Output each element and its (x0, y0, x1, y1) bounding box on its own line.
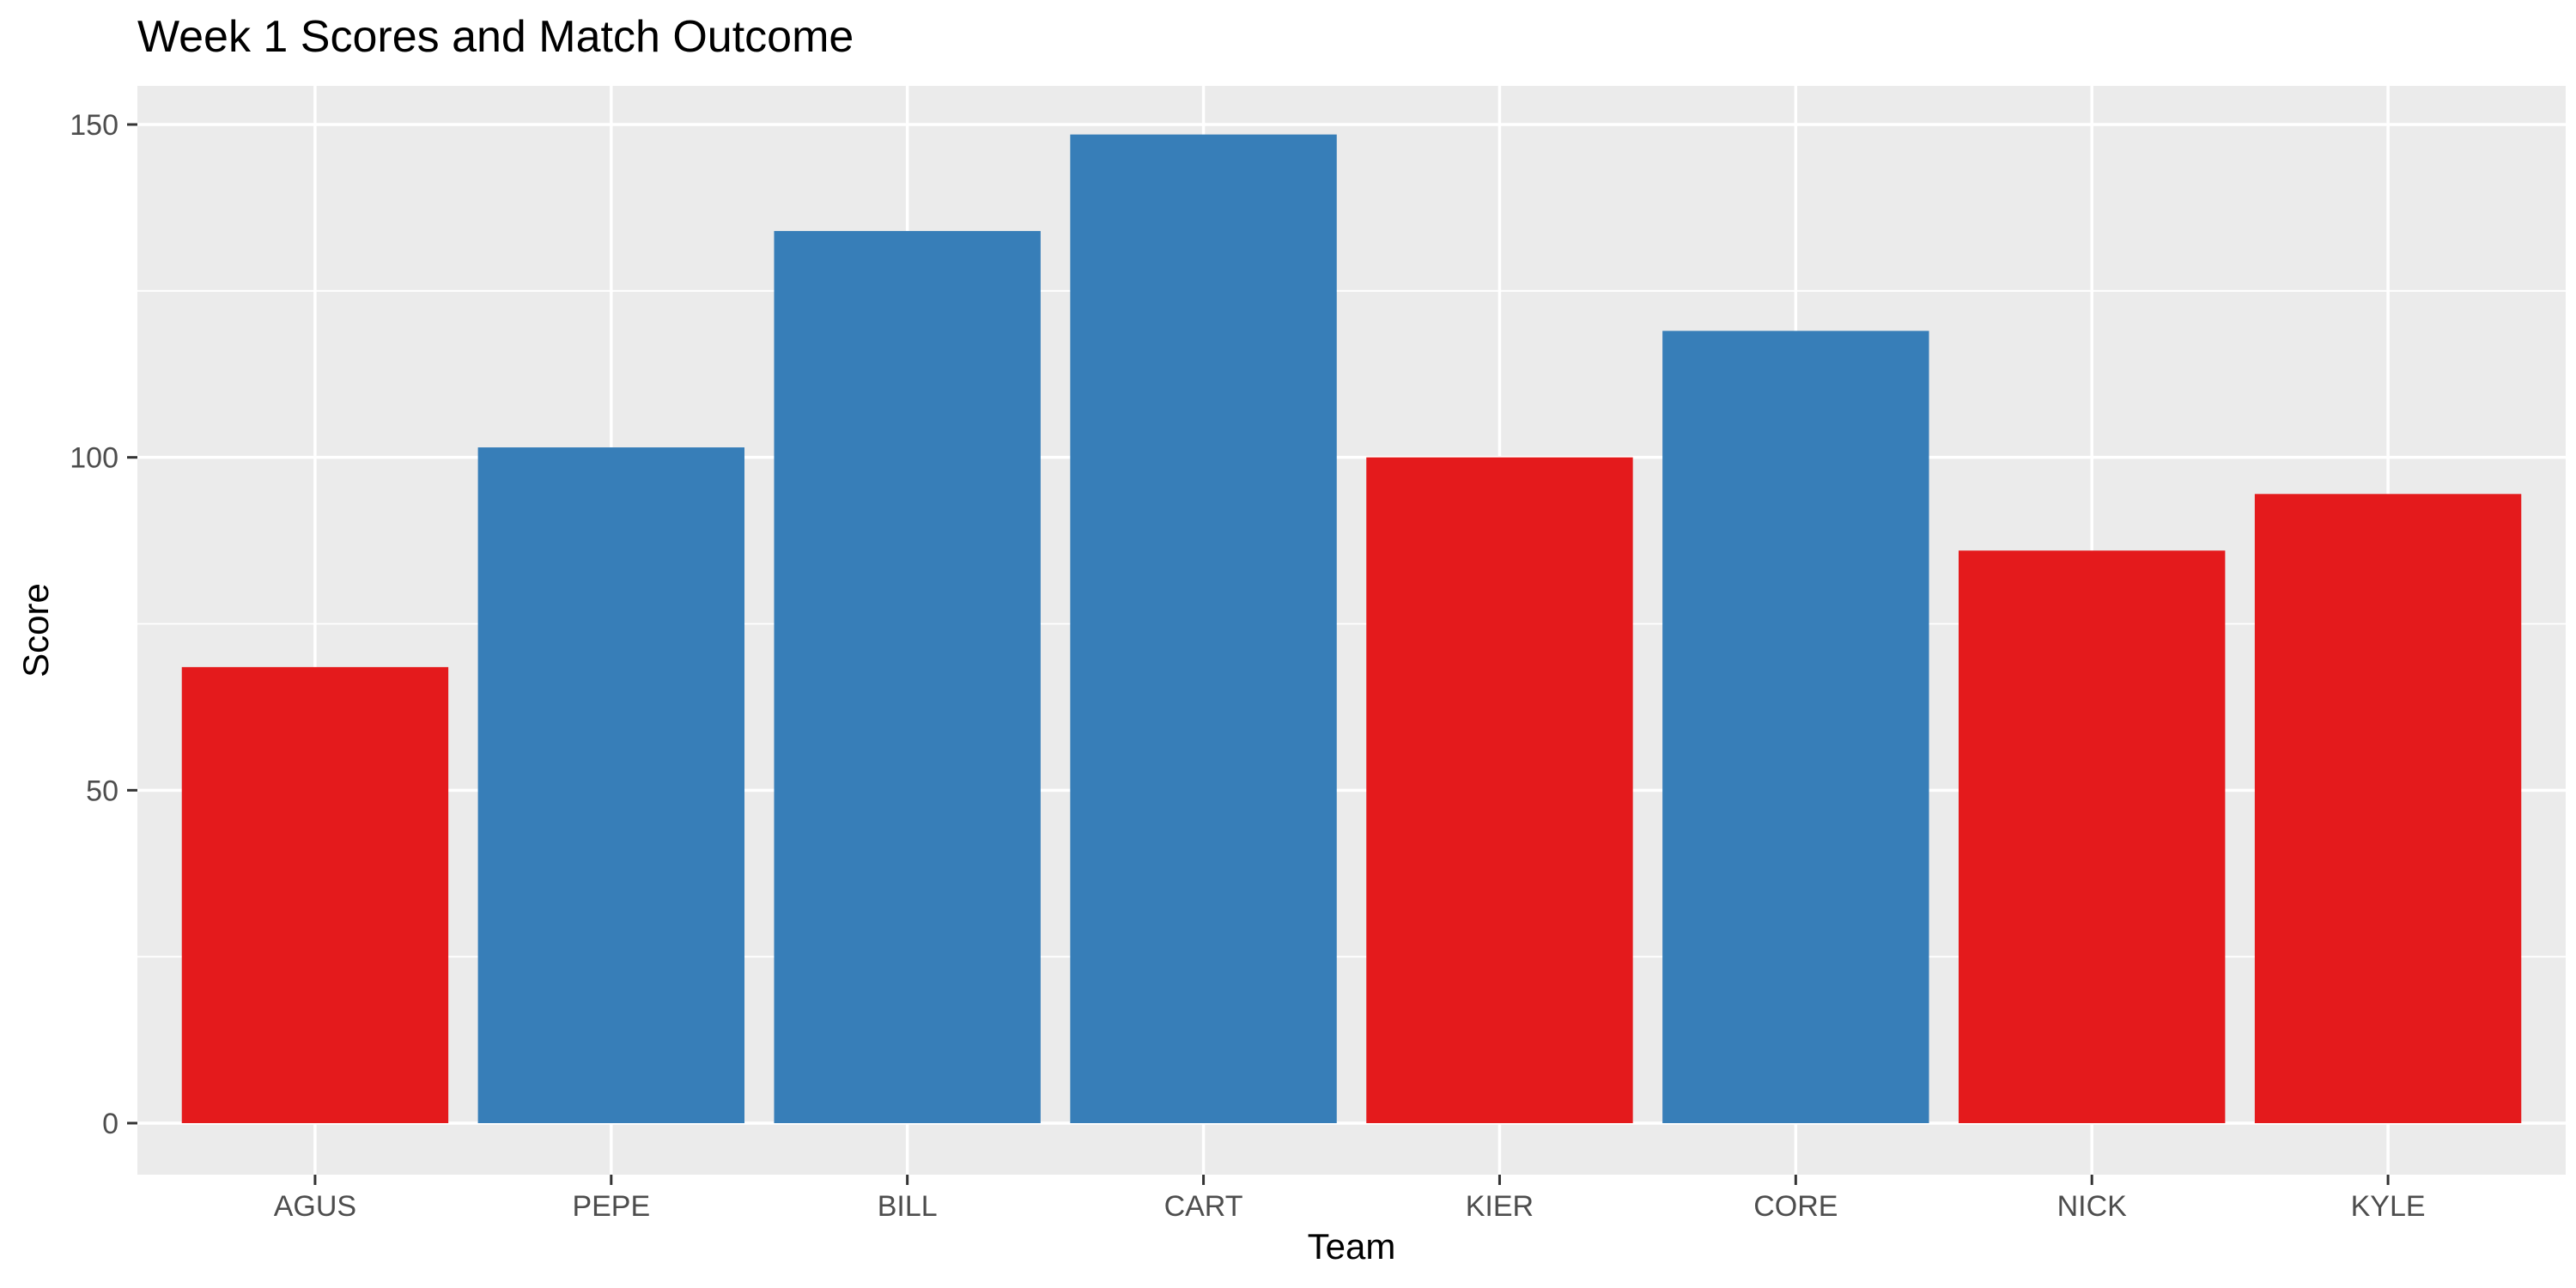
y-tick-label: 50 (86, 775, 118, 807)
x-axis-title: Team (1308, 1226, 1396, 1267)
x-tick-label: BILL (878, 1190, 938, 1223)
x-tick-label: CORE (1753, 1190, 1838, 1223)
x-tick-label: CART (1164, 1190, 1243, 1223)
bar-core (1662, 331, 1929, 1123)
x-axis: AGUS PEPE BILL CART KIER CORE NICK KYLE (274, 1175, 2426, 1223)
bar-kier (1366, 457, 1633, 1123)
bar-kyle (2254, 494, 2522, 1123)
y-tick-label: 0 (102, 1108, 118, 1140)
x-tick-label: NICK (2057, 1190, 2128, 1223)
x-tick-label: KYLE (2351, 1190, 2426, 1223)
chart-title: Week 1 Scores and Match Outcome (137, 12, 854, 62)
y-tick-label: 100 (70, 442, 118, 475)
bars (181, 134, 2522, 1123)
y-axis-title: Score (15, 583, 56, 677)
bar-bill (774, 231, 1041, 1123)
bar-cart (1070, 134, 1337, 1123)
bar-nick (1959, 550, 2226, 1123)
x-tick-label: PEPE (572, 1190, 650, 1223)
x-tick-label: AGUS (274, 1190, 356, 1223)
bar-agus (181, 666, 449, 1123)
y-tick-label: 150 (70, 109, 118, 142)
y-axis: 0 50 100 150 (70, 109, 137, 1140)
bar-pepe (477, 447, 744, 1123)
x-tick-label: KIER (1466, 1190, 1534, 1223)
